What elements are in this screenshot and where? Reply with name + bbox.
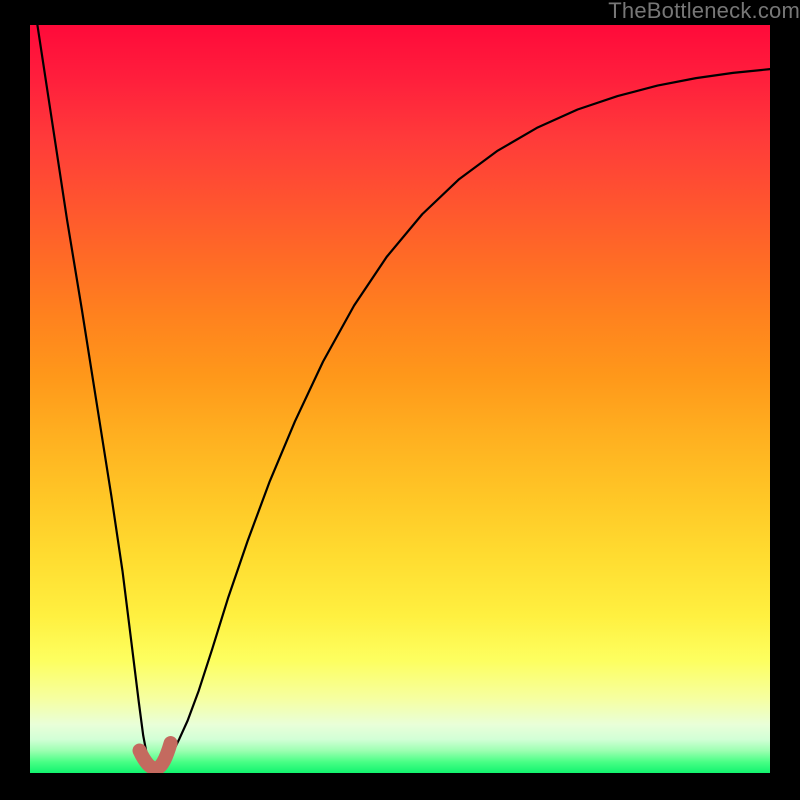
- chart-curve: [30, 25, 770, 773]
- watermark-text: TheBottleneck.com: [608, 0, 800, 24]
- outer-frame: TheBottleneck.com: [0, 0, 800, 800]
- chart-container: TheBottleneck.com: [0, 0, 800, 800]
- plot-area: [30, 25, 770, 773]
